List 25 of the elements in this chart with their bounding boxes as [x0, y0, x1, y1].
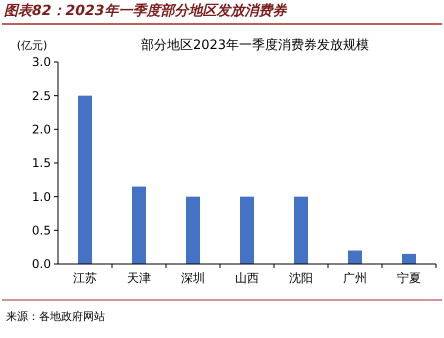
x-tick-label: 广州 [343, 271, 367, 285]
y-axis-title: (亿元) [16, 39, 48, 52]
bar [402, 254, 416, 264]
bar [348, 250, 362, 264]
x-tick-label: 山西 [235, 271, 259, 285]
bar [294, 196, 308, 264]
bar [240, 196, 254, 264]
x-tick-label: 宁夏 [397, 271, 421, 285]
y-tick-label: 0.0 [32, 257, 51, 272]
bar [132, 186, 146, 264]
chart-title: 图表82：2023年一季度部分地区发放消费券 [4, 2, 288, 19]
y-tick-label: 1.0 [32, 190, 51, 204]
chart-subtitle: 部分地区2023年一季度消费券发放规模 [140, 37, 370, 53]
bar [186, 196, 200, 264]
y-tick-label: 1.5 [32, 156, 51, 170]
x-tick-label: 江苏 [73, 271, 97, 285]
y-tick-label: 3.0 [32, 55, 51, 70]
y-tick-label: 2.0 [32, 122, 51, 137]
x-tick-label: 沈阳 [289, 271, 313, 285]
source-note: 来源：各地政府网站 [6, 310, 105, 323]
y-tick-label: 0.5 [32, 224, 51, 238]
y-tick-label: 2.5 [32, 88, 51, 103]
x-tick-label: 深圳 [181, 271, 205, 285]
x-tick-label: 天津 [127, 271, 151, 285]
bar [78, 96, 92, 264]
